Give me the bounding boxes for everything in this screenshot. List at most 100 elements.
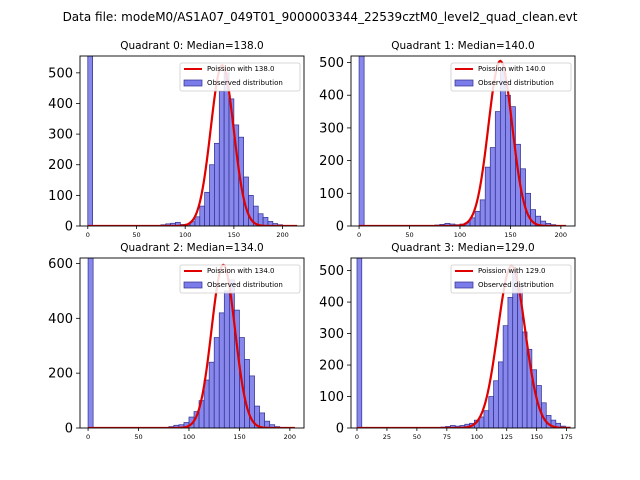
histogram-bar [505,94,511,226]
histogram-bar [87,258,94,428]
histogram-bar [488,396,494,428]
x-tick-label: 25 [383,433,391,441]
x-tick-label: 0 [86,433,90,441]
x-tick-label: 125 [501,433,513,441]
plot-area: 0 100 200 300 400 500 0 50 100 150 200 [319,55,576,239]
panel-title: Quadrant 1: Median=140.0 [391,40,534,52]
plot-area: 0 100 200 300 400 500 0 25 50 75 100 125 150 175 [319,257,576,441]
x-tick-label: 100 [179,231,191,239]
y-tick-label: 0 [65,422,73,437]
legend-observed-label: Observed distribution [478,281,554,289]
axes-frame [79,257,305,429]
x-tick-label: 100 [471,433,483,441]
legend [450,264,572,294]
histogram-bar [194,216,201,226]
plot-area: 0 100 200 300 400 500 0 50 100 150 200 [48,55,305,239]
histogram-bar [489,147,496,226]
y-tick-label: 600 [48,257,73,272]
x-tick-label: 50 [413,433,421,441]
histogram-bar [483,410,490,428]
x-tick-label: 150 [504,231,516,239]
bars [87,56,283,226]
y-tick-label: 0 [336,220,344,235]
legend-observed-label: Observed distribution [478,79,554,87]
histogram-bar [493,380,499,428]
axes-frame [350,55,576,227]
legend-frame [179,62,301,92]
y-tick-label: 100 [319,187,344,202]
quadrant-1-panel: Quadrant 1: Median=140.0 0 100 200 300 400 50… [319,40,576,239]
histogram-bar [494,111,501,226]
histogram-bar [244,359,250,428]
legend [179,264,301,294]
histogram-bar [512,270,518,428]
x-tick-label: 175 [560,433,572,441]
legend-observed-swatch [454,281,474,289]
poisson-curve [88,263,295,428]
y-tick-label: 100 [48,189,73,204]
plot-area: 0 200 400 600 0 50 100 150 200 [48,257,305,441]
bars [356,258,571,428]
legend-poisson-label: Poission with 129.0 [478,267,546,275]
y-tick-label: 0 [336,422,344,437]
panel-title: Quadrant 3: Median=129.0 [391,242,534,254]
x-tick-label: 150 [228,231,240,239]
y-tick-label: 300 [319,121,344,136]
y-tick-label: 500 [319,264,344,279]
y-tick-label: 300 [319,327,344,342]
histogram-bar [209,164,215,226]
legend-poisson-label: Poission with 134.0 [207,267,275,275]
x-tick-label: 150 [233,433,245,441]
y-tick-label: 200 [48,367,73,382]
histogram-bar [218,312,225,428]
histogram-bar [223,72,230,226]
histogram-bar [358,56,365,226]
panel-title: Quadrant 2: Median=134.0 [120,242,263,254]
poisson-curve [359,59,566,226]
axes-frame [79,55,305,227]
histogram-bar [218,90,225,226]
x-tick-label: 0 [355,433,359,441]
x-tick-label: 75 [443,433,451,441]
legend-observed-swatch [454,79,474,87]
x-tick-label: 50 [134,433,142,441]
y-tick-label: 200 [319,359,344,374]
legend-frame [450,264,572,294]
y-tick-label: 300 [48,128,73,143]
x-tick-label: 100 [454,231,466,239]
legend-observed-label: Observed distribution [207,281,283,289]
axes-frame [350,257,576,429]
y-tick-label: 100 [319,390,344,405]
quadrant-3-panel: Quadrant 3: Median=129.0 0 100 200 300 400 50… [319,242,576,441]
y-tick-label: 200 [48,158,73,173]
y-tick-label: 200 [319,154,344,169]
x-tick-label: 200 [276,231,288,239]
x-tick-label: 200 [284,433,296,441]
panel-title: Quadrant 0: Median=138.0 [120,40,263,52]
histogram-bar [87,56,94,226]
x-tick-label: 100 [183,433,195,441]
x-tick-label: 0 [86,231,90,239]
y-tick-label: 400 [319,296,344,311]
histogram-bar [497,361,504,428]
legend [179,62,301,92]
histogram-bar [213,337,220,428]
quadrant-2-panel: Quadrant 2: Median=134.0 0 200 400 600 0 50 10… [48,242,305,441]
histogram-bar [356,258,363,428]
x-tick-label: 200 [555,231,567,239]
histogram-bar [204,191,210,226]
y-tick-label: 400 [48,97,73,112]
legend-frame [179,264,301,294]
y-tick-label: 400 [319,89,344,104]
histogram-bar [479,199,486,226]
x-tick-label: 50 [132,231,140,239]
figure-title: Data file: modeM0/AS1A07_049T01_90000033… [63,10,578,24]
histogram-bar [259,412,266,428]
legend [450,62,572,92]
histogram-bar [199,205,206,226]
legend-observed-label: Observed distribution [207,79,283,87]
legend-observed-swatch [183,79,203,87]
histogram-bar [507,297,514,428]
y-tick-label: 0 [65,220,73,235]
y-tick-label: 400 [48,312,73,327]
